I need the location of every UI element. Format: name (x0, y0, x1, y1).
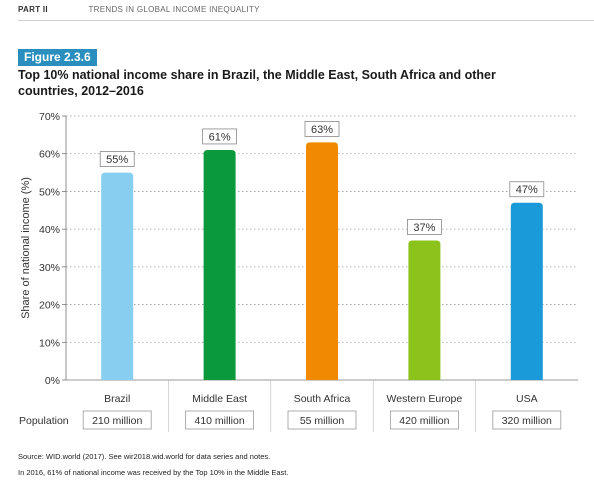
population-box (82, 410, 152, 430)
bar (306, 142, 338, 380)
y-axis-label: Share of national income (%) (20, 177, 32, 319)
figure-label: Figure 2.3.6 (18, 49, 97, 66)
category-label: USA (516, 393, 538, 405)
y-tick-label: 30% (39, 262, 60, 274)
data-label: 55% (106, 154, 128, 166)
category-label: Western Europe (387, 393, 463, 405)
data-label-box (304, 121, 340, 137)
data-label-box (509, 181, 545, 198)
population-value: 55 million (300, 415, 345, 427)
population-value: 210 million (92, 415, 142, 427)
population-value: 410 million (194, 415, 244, 427)
bar (510, 202, 543, 380)
figure-title: Top 10% national income share in Brazil,… (18, 68, 496, 98)
source-note: Source: WID.world (2017). See wir2018.wi… (18, 452, 271, 461)
footnote: In 2016, 61% of national income was rece… (18, 468, 289, 477)
header-divider (18, 20, 594, 21)
data-label-box (99, 151, 135, 167)
y-tick-label: 10% (39, 337, 60, 349)
y-tick-label: 20% (39, 300, 60, 312)
bar (408, 240, 441, 380)
section-title: TRENDS IN GLOBAL INCOME INEQUALITY (88, 5, 260, 14)
category-label: Middle East (192, 393, 247, 405)
y-tick-label: 60% (39, 149, 60, 161)
category-label: Brazil (104, 393, 130, 405)
part-label: PART II (18, 5, 48, 14)
bar (101, 172, 134, 380)
y-tick-label: 0% (45, 375, 60, 387)
data-label: 47% (516, 184, 538, 196)
population-box (185, 410, 255, 430)
bar (203, 149, 236, 380)
bar-chart: 0% 10% 20% 30% 40% 50% 60% 70% Share of national… (19, 111, 578, 432)
category-label: South Africa (294, 393, 351, 405)
population-box (492, 410, 562, 430)
y-tick-label: 40% (39, 224, 60, 236)
page-header: PART II TRENDS IN GLOBAL INCOME INEQUALI… (18, 5, 260, 14)
data-label-box (202, 128, 238, 145)
data-label: 63% (311, 124, 333, 136)
population-label: Population (19, 415, 69, 427)
y-tick-label: 50% (39, 186, 60, 198)
data-label: 37% (413, 222, 435, 234)
y-tick-label: 70% (39, 111, 60, 123)
population-box (389, 410, 459, 430)
data-label-box (406, 219, 442, 235)
population-value: 420 million (399, 415, 449, 427)
population-box (287, 410, 357, 430)
population-value: 320 million (502, 415, 552, 427)
data-label: 61% (209, 131, 231, 143)
